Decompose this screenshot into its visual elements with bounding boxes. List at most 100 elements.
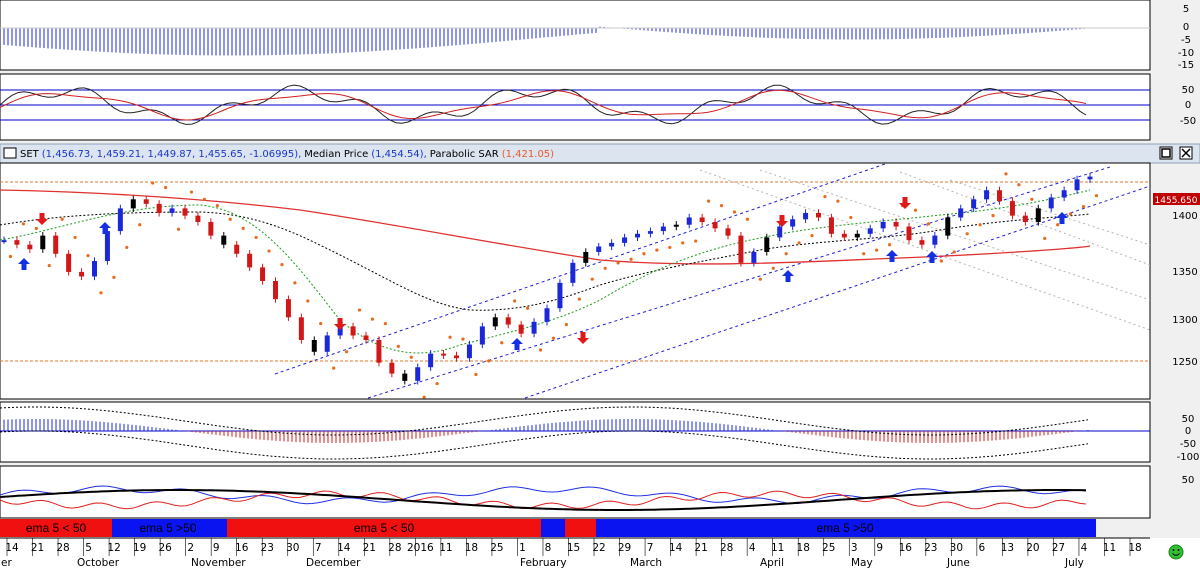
buy-arrow-icon <box>99 222 111 234</box>
candle-body <box>531 321 537 334</box>
candle-body <box>324 335 330 352</box>
candle-body <box>828 217 834 234</box>
sar-dot <box>383 322 387 326</box>
candle-body <box>919 240 925 245</box>
maximize-panel-button[interactable] <box>1159 146 1173 160</box>
candle-body <box>945 217 951 236</box>
oscillator-histogram <box>0 406 1089 460</box>
sar-dot <box>461 337 465 341</box>
signal-arrows <box>18 197 1068 350</box>
date-tick-label: 21 <box>31 542 44 554</box>
candle-body <box>402 373 408 381</box>
price-tick: 1400 <box>1172 211 1197 222</box>
sar-dot <box>1043 236 1047 240</box>
panel-menu-icon[interactable] <box>3 147 17 159</box>
date-tick-label: 28 <box>56 542 69 554</box>
sar-dot <box>215 204 219 208</box>
date-tick-label: 30 <box>950 542 963 554</box>
title-values: (1,456.73, 1,459.21, 1,449.87, 1,455.65,… <box>42 149 302 160</box>
candle-body <box>647 231 653 234</box>
osc-tick: 50 <box>1182 414 1195 425</box>
candle-body <box>505 317 511 325</box>
candle-body <box>117 208 123 232</box>
date-tick-label: 18 <box>1128 542 1141 554</box>
signal-segment-bear <box>565 519 596 537</box>
buy-arrow-icon <box>1056 212 1068 224</box>
date-tick-label: 21 <box>694 542 707 554</box>
candle-body <box>363 335 369 340</box>
month-label: November <box>191 557 246 569</box>
candle-body <box>195 215 201 222</box>
macd-tick: -5 <box>1181 35 1191 46</box>
candle-body <box>673 224 679 227</box>
buy-arrow-icon <box>18 258 30 270</box>
candle-body <box>221 235 227 245</box>
candle-body <box>1061 190 1067 198</box>
stoch-tick: 50 <box>1182 85 1195 96</box>
sar-dot <box>849 215 853 220</box>
candle-body <box>260 267 266 281</box>
macd-histogram <box>3 26 1089 56</box>
sar-dot <box>836 199 840 203</box>
candle-body <box>854 233 860 238</box>
sar-dot <box>513 299 517 303</box>
price-candles <box>1 172 1093 385</box>
candle-body <box>738 235 744 263</box>
price-panel <box>0 162 1151 400</box>
candle-body <box>1048 197 1054 209</box>
signal-segment-bull <box>541 519 565 537</box>
date-tick-label: 20 <box>1026 542 1039 554</box>
candle-body <box>156 203 162 213</box>
stoch-k-line <box>0 84 1087 125</box>
candle-body <box>27 244 33 250</box>
directional-lines <box>0 485 1087 511</box>
candle-body <box>273 281 278 300</box>
date-tick-label: 16 <box>899 542 913 554</box>
candle-body <box>376 340 382 363</box>
sar-dot <box>189 190 194 194</box>
date-tick-label: 23 <box>261 542 274 554</box>
last-price-text: 1455.650 <box>1155 196 1198 206</box>
sar-dot <box>797 241 801 245</box>
sar-dot <box>332 366 336 370</box>
stochastic-y-axis: 50 0 -50 <box>1180 85 1196 127</box>
date-axis: 14 21 28 5 12 19 26 2 9 16 23 30 7 14 21 28 2016 11 18 25 1 8… <box>5 538 1142 556</box>
sar-dot <box>978 223 982 227</box>
date-tick-label: 27 <box>1052 542 1065 554</box>
candle-body <box>479 326 485 345</box>
date-tick-label: 14 <box>337 542 351 554</box>
candle-body <box>751 251 757 263</box>
close-panel-button[interactable] <box>1179 146 1193 160</box>
sar-dot <box>409 355 413 359</box>
sar-dot <box>875 248 879 252</box>
signal-label: ema 5 < 50 <box>26 521 87 535</box>
date-tick-label: 2 <box>187 542 194 554</box>
sar-dot <box>926 222 930 226</box>
signal-label: ema 5 >50 <box>139 521 196 535</box>
date-tick-label: 11 <box>771 542 784 554</box>
sar-dot <box>487 359 491 363</box>
candle-body <box>699 217 705 222</box>
smiley-icon[interactable] <box>1168 544 1184 560</box>
main-title: SET (1,456.73, 1,459.21, 1,449.87, 1,455.… <box>20 149 554 160</box>
macd-tick: 5 <box>1183 4 1189 15</box>
sar-dot <box>1069 212 1073 216</box>
sar-dot <box>1094 194 1099 198</box>
month-label: March <box>630 557 662 569</box>
date-tick-label: 2016 <box>407 542 434 554</box>
sar-dot <box>241 226 245 230</box>
candle-body <box>454 355 459 359</box>
adx-line <box>0 489 1087 511</box>
signal-segment-bear <box>0 519 112 537</box>
signal-segment-bull <box>112 519 227 537</box>
title-median-value: (1,454.54), <box>371 149 427 160</box>
date-tick-label: 25 <box>490 542 503 554</box>
candle-body <box>428 353 434 368</box>
date-tick-label: 19 <box>133 542 146 554</box>
date-tick-label: 7 <box>647 542 654 554</box>
candle-body <box>1 240 7 243</box>
candle-body <box>622 237 628 243</box>
month-label-clipped: er <box>1 557 12 569</box>
candle-body <box>169 208 175 213</box>
month-label: July <box>1064 557 1084 569</box>
